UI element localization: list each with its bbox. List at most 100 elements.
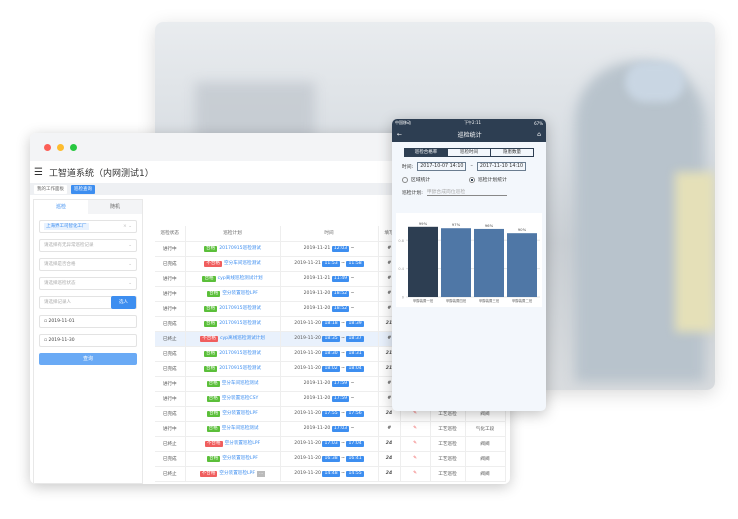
back-arrow-icon[interactable]: ← <box>397 131 403 138</box>
start-time: 16:38 <box>322 455 340 462</box>
radio-plan[interactable] <box>469 176 475 183</box>
tab-dashboard[interactable]: 我的工作面板 <box>34 184 67 194</box>
start-time: 11:49 <box>331 275 350 282</box>
bar[interactable] <box>507 233 537 297</box>
query-button[interactable]: 查询 <box>39 353 137 365</box>
date-text: 2019-11-20 <box>303 380 331 386</box>
status-cell: 已终止 <box>155 331 186 347</box>
plan-link[interactable]: 空分装置巡检LPF <box>222 411 258 416</box>
result-badge: 合格 <box>206 396 220 402</box>
table-row[interactable]: 已终止 不合格 空分装置巡检LPF... 2019-11-20 14:48 ~ 1… <box>155 466 506 482</box>
data-label: 99% <box>419 221 428 226</box>
edit-icon[interactable]: ✎ <box>400 421 431 437</box>
status-cell: 进行中 <box>155 376 186 392</box>
status-cell: 已完成 <box>155 361 186 377</box>
start-time: 18:52 <box>331 305 350 312</box>
area-cell: 阀阀 <box>465 466 506 482</box>
start-time: 12:03 <box>331 245 350 252</box>
chevron-down-icon: ⌄ <box>128 243 132 248</box>
date-text: 2019-11-20 <box>294 320 321 326</box>
fill-cell: 24 <box>378 466 401 482</box>
plan-input[interactable]: 甲醇合成岗位巡检 <box>426 188 507 196</box>
fill-cell: # <box>378 421 401 437</box>
plan-link[interactable]: 空分车间巡检测试 <box>224 261 261 266</box>
end-time: 18:31 <box>346 350 364 357</box>
plan-link[interactable]: 空分车间巡检测试 <box>221 426 259 431</box>
edit-icon[interactable]: ✎ <box>400 436 431 452</box>
select-person-button[interactable]: 选人 <box>111 296 136 309</box>
plan-link[interactable]: 空分装置巡检CSY <box>221 396 259 401</box>
close-button[interactable] <box>44 143 51 151</box>
maximize-button[interactable] <box>70 143 77 151</box>
plan-link[interactable]: 20170915巡检测试 <box>219 366 261 371</box>
segment-time[interactable]: 巡检时间 <box>448 149 491 156</box>
recorder-input[interactable]: 请选择记录人 选人 <box>39 296 137 309</box>
plan-link[interactable]: 空分装置巡检LPF <box>219 471 255 476</box>
calendar-icon: ▫ <box>44 338 49 343</box>
plan-link[interactable]: 20170915巡检测试 <box>219 246 261 251</box>
table-row[interactable]: 已终止 不合格 空分装置巡检LPF 2019-11-20 17:03 ~ 17:0… <box>155 436 506 452</box>
status-select[interactable]: 请选择巡检状态 ⌄ <box>39 277 137 290</box>
edit-icon[interactable]: ✎ <box>400 466 431 482</box>
plan-link[interactable]: 空分装置巡检LPF <box>224 441 261 446</box>
x-tick-label: 甲醇装置三班 <box>479 298 500 303</box>
status-cell: 已完成 <box>155 451 186 467</box>
time-label: 时间: <box>402 165 414 170</box>
plan-link[interactable]: 20170915巡检测试 <box>219 351 261 356</box>
status-cell: 已完成 <box>155 256 186 272</box>
start-time: 17:59 <box>331 395 350 402</box>
table-row[interactable]: 进行中 合格 空分车间巡检测试 2019-11-20 17:03 ~ # ✎ 工艺… <box>155 421 506 437</box>
factory-select[interactable]: 上海界工司智化工厂 × ⌄ <box>39 220 137 233</box>
home-icon[interactable]: ⌂ <box>537 131 541 138</box>
radio-area[interactable] <box>402 176 408 183</box>
edit-icon[interactable]: ✎ <box>400 451 431 467</box>
plan-link[interactable]: 20170915巡检测试 <box>219 306 261 311</box>
end-time: 18:39 <box>346 320 364 327</box>
bar[interactable] <box>408 226 438 297</box>
start-time: 18:35 <box>322 335 340 342</box>
date-text: 2019-11-21 <box>294 260 321 266</box>
time-to-input[interactable]: 2017-11-10 14:10 <box>476 162 527 171</box>
time-from-input[interactable]: 2017-10-07 14:10 <box>417 162 467 171</box>
col-time: 时间 <box>280 226 379 242</box>
y-tick-label: 0 <box>402 296 404 300</box>
table-row[interactable]: 已完成 合格 空分装置巡检LPF 2019-11-20 16:38 ~ 16:41… <box>155 451 506 467</box>
plan-link[interactable]: 空分车间巡检测试 <box>221 381 259 386</box>
tab-inspection-query[interactable]: 巡检查询 <box>71 184 95 194</box>
start-date-input[interactable]: ▫ 2019-11-01 <box>39 315 137 328</box>
result-badge: 合格 <box>204 321 218 327</box>
date-text: 2019-11-20 <box>303 395 331 401</box>
chevron-down-icon: × ⌄ <box>123 224 132 229</box>
start-time: 18:02 <box>322 365 340 372</box>
app-title: 工智道系统（内网测试1） <box>48 168 154 179</box>
bar[interactable] <box>441 228 471 297</box>
result-badge: 合格 <box>204 366 218 372</box>
tab-inspection[interactable]: 巡检 <box>55 204 66 210</box>
qualified-select[interactable]: 请选择是否合格 ⌄ <box>39 258 137 271</box>
plan-link[interactable]: 空分装置巡检LPF <box>222 456 258 461</box>
tab-random[interactable]: 随机 <box>88 200 142 214</box>
start-time: 14:48 <box>322 470 340 477</box>
start-time: 17:55 <box>322 410 340 417</box>
start-time: 17:59 <box>331 380 350 387</box>
type-cell: 工艺巡检 <box>430 451 466 467</box>
date-text: 2019-11-20 <box>294 365 321 371</box>
minimize-button[interactable] <box>57 143 64 151</box>
status-cell: 进行中 <box>155 271 186 287</box>
plan-link[interactable]: 空分装置巡检LPF <box>222 291 258 296</box>
pass-rate-chart: 0 0.4 0.8 99% 甲醇装置一班 97% 甲醇装置四班 96% 甲醇装置三班 90% 甲醇装… <box>396 213 542 307</box>
plan-link[interactable]: 20170915巡检测试 <box>219 321 261 326</box>
segment-hazards[interactable]: 隐患数量 <box>503 150 521 155</box>
plan-link[interactable]: cyp离线巡检测试计划 <box>219 336 265 341</box>
plan-link[interactable]: cyp离线巡检测试计划 <box>217 276 263 281</box>
end-date-input[interactable]: ▫ 2019-11-30 <box>39 334 137 347</box>
chevron-down-icon: ⌄ <box>128 262 132 267</box>
abnormal-select[interactable]: 请选择有无异常巡检记录 ⌄ <box>39 239 137 252</box>
col-status: 巡检状态 <box>155 226 186 242</box>
end-time: 14:55 <box>346 470 364 477</box>
segment-pass-rate[interactable]: 巡检合格率 <box>405 149 448 156</box>
date-text: 2019-11-21 <box>303 245 331 251</box>
menu-icon[interactable]: ☰ <box>34 166 43 178</box>
fill-cell: 24 <box>378 451 401 467</box>
bar[interactable] <box>474 228 504 297</box>
